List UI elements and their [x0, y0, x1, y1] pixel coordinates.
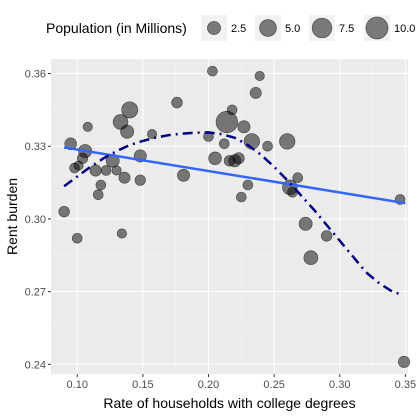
legend-key-circle — [365, 16, 389, 40]
legend-key-circle — [207, 21, 221, 35]
data-point — [215, 110, 239, 134]
x-tick-label: 0.20 — [198, 379, 219, 391]
legend-label: 2.5 — [231, 23, 246, 35]
data-point — [226, 104, 238, 116]
x-tick-label: 0.30 — [329, 379, 350, 391]
y-tick-label: 0.33 — [25, 141, 46, 153]
data-point — [111, 165, 122, 176]
legend-label: 7.5 — [339, 23, 354, 35]
y-axis: 0.24 0.27 0.30 0.33 0.36 — [25, 69, 51, 371]
data-point — [242, 179, 254, 191]
data-point — [303, 250, 319, 266]
y-tick-label: 0.27 — [25, 287, 46, 299]
data-point — [177, 168, 191, 182]
data-point — [292, 172, 304, 184]
y-tick-label: 0.24 — [25, 359, 46, 371]
legend-keys: 2.5 5.0 7.5 10.0 — [201, 15, 415, 41]
legend-key-circle — [311, 17, 333, 39]
grid — [51, 59, 408, 374]
data-point — [279, 133, 296, 150]
data-point — [298, 216, 313, 231]
data-point — [208, 151, 222, 166]
data-point — [254, 70, 265, 81]
data-point — [147, 129, 158, 140]
legend-key-circle — [259, 19, 277, 37]
data-point — [100, 165, 112, 176]
data-point — [262, 140, 273, 152]
y-tick-label: 0.30 — [25, 214, 46, 226]
data-point — [207, 65, 218, 77]
data-point — [92, 189, 104, 200]
fits-layer — [63, 131, 406, 296]
data-point — [58, 205, 70, 218]
legend: Population (in Millions) 2.5 5.0 7.5 10.0 — [46, 15, 415, 41]
legend-title: Population (in Millions) — [46, 20, 187, 36]
x-axis: 0.10 0.15 0.20 0.25 0.30 0.35 — [67, 374, 416, 391]
data-point — [236, 191, 247, 203]
y-axis-title: Rent burden — [4, 178, 20, 255]
data-point — [120, 124, 135, 139]
data-point — [82, 121, 93, 132]
x-axis-title: Rate of households with college degrees — [103, 395, 355, 411]
data-point — [134, 174, 146, 186]
data-point — [398, 355, 411, 368]
data-point — [118, 171, 131, 184]
linear-fit-line — [63, 146, 406, 205]
data-point — [249, 86, 262, 99]
legend-label: 10.0 — [394, 23, 415, 35]
data-point — [89, 164, 102, 177]
data-point — [121, 101, 139, 119]
data-point — [171, 96, 183, 109]
data-point — [218, 138, 230, 150]
curve-fit-line — [63, 131, 401, 296]
points-layer — [58, 65, 411, 368]
data-point — [116, 228, 127, 239]
data-point — [71, 233, 83, 244]
y-tick-label: 0.36 — [25, 69, 46, 81]
legend-label: 5.0 — [285, 23, 300, 35]
data-point — [232, 152, 245, 165]
x-tick-label: 0.25 — [263, 379, 284, 391]
data-point — [237, 120, 251, 134]
data-point — [95, 179, 107, 191]
x-tick-label: 0.10 — [67, 379, 88, 391]
x-tick-label: 0.15 — [132, 379, 153, 391]
x-tick-label: 0.35 — [395, 379, 416, 391]
data-point — [320, 230, 333, 242]
